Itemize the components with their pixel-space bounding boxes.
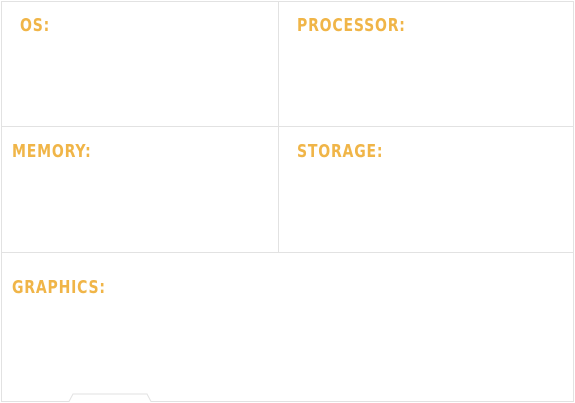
processor-label: PROCESSOR:	[297, 15, 406, 36]
memory-label: MEMORY:	[12, 141, 92, 162]
os-label: OS:	[20, 15, 51, 36]
graphics-label: GRAPHICS:	[12, 277, 106, 298]
storage-label: STORAGE:	[297, 141, 384, 162]
